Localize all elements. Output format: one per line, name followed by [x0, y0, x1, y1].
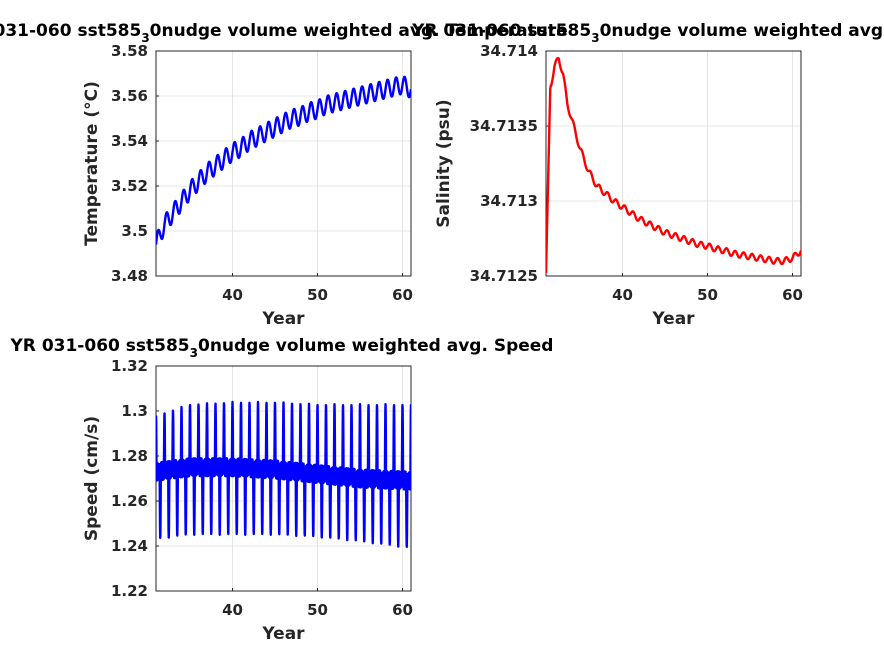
x-axis-label: Year — [651, 309, 695, 329]
x-axis-label: Year — [261, 624, 305, 644]
y-tick-label: 1.28 — [111, 447, 148, 465]
y-tick-label: 1.3 — [121, 402, 148, 420]
plot-area — [155, 50, 412, 277]
x-tick-label: 60 — [392, 601, 413, 619]
y-tick-label: 1.32 — [111, 357, 148, 375]
series-line — [156, 400, 411, 549]
y-tick-label: 3.58 — [111, 42, 148, 60]
chart-panel-2: 40 50 60 34.7125 34.713 34.7135 34.714 Year Sali… — [411, 21, 884, 329]
chart-panel-1: 40 50 60 3.48 3.5 3.52 3.54 3.56 3.58 Year Tempera… — [0, 21, 568, 329]
y-tick-label: 3.52 — [111, 177, 148, 195]
y-axis-label: Salinity (psu) — [434, 99, 454, 227]
chart-title: YR 031-060 sst58530nudge volume weighted… — [411, 21, 884, 45]
y-tick-label: 1.26 — [111, 492, 148, 510]
x-tick-label: 40 — [612, 286, 633, 304]
y-tick-label: 3.56 — [111, 87, 148, 105]
y-tick-label: 1.24 — [111, 537, 148, 555]
y-tick-label: 3.5 — [121, 222, 148, 240]
series-line — [156, 75, 411, 245]
plot-border — [155, 50, 412, 277]
chart-title: YR 031-060 sst58530nudge volume weighted… — [0, 21, 568, 45]
y-tick-label: 3.48 — [111, 267, 148, 285]
y-tick-label: 34.7125 — [470, 267, 538, 285]
y-tick-label: 1.22 — [111, 582, 148, 600]
y-tick-label: 34.7135 — [470, 117, 538, 135]
y-tick-label: 34.714 — [480, 42, 538, 60]
x-tick-label: 50 — [307, 601, 328, 619]
plot-border — [545, 50, 802, 277]
chart-panel-3: 40 50 60 1.22 1.24 1.26 1.28 1.3 1.32 Year Speed (… — [10, 336, 554, 644]
y-axis-label: Speed (cm/s) — [82, 416, 102, 541]
x-tick-label: 50 — [697, 286, 718, 304]
y-axis-label: Temperature (°C) — [82, 81, 102, 246]
y-tick-label: 3.54 — [111, 132, 148, 150]
x-tick-label: 60 — [782, 286, 803, 304]
y-tick-label: 34.713 — [480, 192, 538, 210]
x-tick-label: 50 — [307, 286, 328, 304]
chart-title: YR 031-060 sst58530nudge volume weighted… — [10, 336, 554, 360]
x-tick-label: 40 — [222, 286, 243, 304]
series-line — [546, 57, 801, 274]
x-tick-label: 40 — [222, 601, 243, 619]
x-axis-label: Year — [261, 309, 305, 329]
x-tick-label: 60 — [392, 286, 413, 304]
